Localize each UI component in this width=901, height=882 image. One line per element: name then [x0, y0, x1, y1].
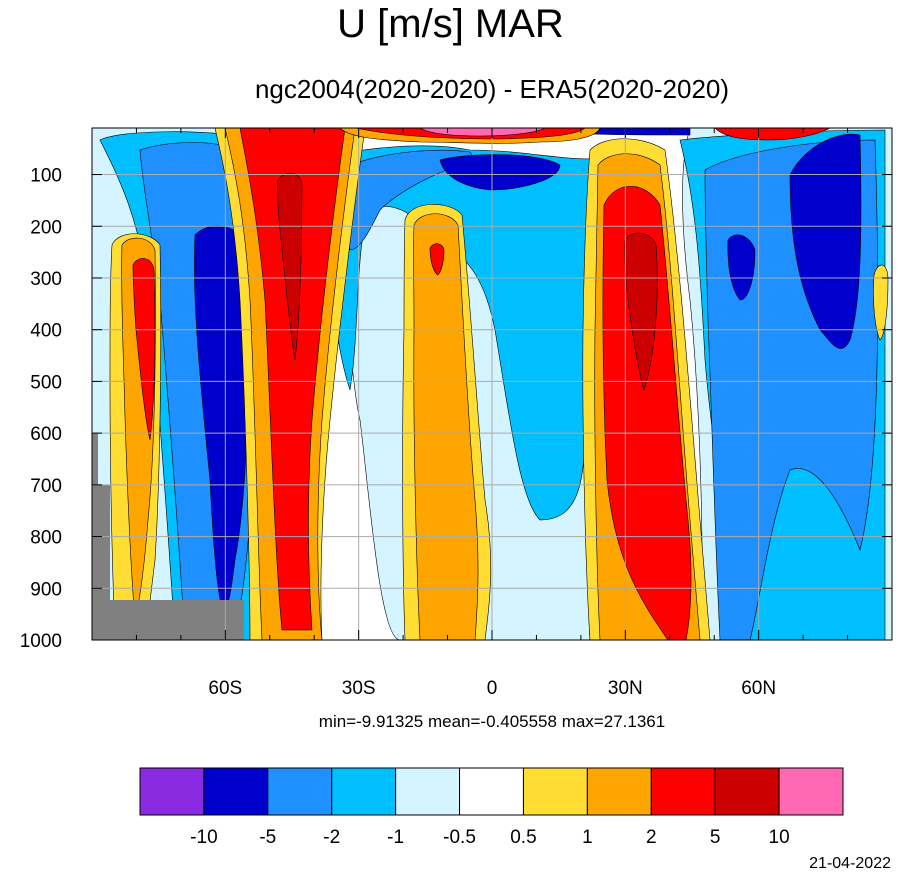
colorbar-swatch [267, 767, 333, 816]
colorbar-swatch [714, 767, 780, 816]
chart-subtitle: ngc2004(2020-2020) - ERA5(2020-2020) [254, 74, 730, 104]
colorbar: -10 -5 -2 -1 -0.5 0.5 1 2 5 10 [139, 767, 844, 848]
y-tick-label: 700 [30, 476, 62, 497]
contour-pos-trop-3 [429, 243, 445, 276]
y-tick-label: 100 [30, 166, 62, 187]
colorbar-label: -1 [387, 827, 404, 848]
colorbar-swatch [778, 767, 844, 816]
colorbar-swatch [650, 767, 716, 816]
stats-line: min=-9.91325 mean=-0.405558 max=27.1361 [318, 712, 666, 731]
colorbar-swatch [139, 767, 205, 816]
colorbar-label: 0.5 [510, 827, 536, 848]
contour-pos-sh-jet-4 [277, 172, 303, 361]
colorbar-label: 1 [582, 827, 593, 848]
x-tick-label: 60S [208, 678, 242, 699]
contour-neg-2-trop [319, 145, 611, 521]
y-tick-label: 600 [30, 424, 62, 445]
contour-neg-10-nh [789, 133, 862, 349]
contour-pos-nh-edge [873, 264, 889, 341]
y-tick-label: 900 [30, 579, 62, 600]
x-tick-label: 60N [741, 678, 776, 699]
contour-pos-nh-jet-4 [624, 232, 658, 391]
colorbar-label: -10 [190, 827, 217, 848]
masked-orography [92, 433, 244, 640]
colorbar-swatch [522, 767, 588, 816]
contour-pos-strat-nh [714, 128, 831, 141]
chart-title: U [m/s] MAR [337, 2, 564, 46]
y-tick-label: 1000 [20, 631, 62, 652]
colorbar-label: -5 [259, 827, 276, 848]
y-tick-label: 300 [30, 269, 62, 290]
x-tick-label: 30S [342, 678, 376, 699]
colorbar-label: -0.5 [443, 827, 476, 848]
colorbar-label: 10 [769, 827, 790, 848]
colorbar-label: 2 [646, 827, 657, 848]
date-stamp: 21-04-2022 [809, 855, 891, 872]
y-tick-label: 500 [30, 372, 62, 393]
colorbar-swatch [331, 767, 397, 816]
x-tick-label: 0 [487, 678, 498, 699]
x-axis: 60S 30S 0 30N 60N [135, 128, 849, 699]
gridlines [92, 128, 892, 640]
contour-pos-sh-jet-3 [239, 128, 346, 631]
colorbar-label: 5 [710, 827, 721, 848]
contour-neg-10-strat [589, 128, 691, 136]
y-tick-label: 400 [30, 321, 62, 342]
y-tick-label: 200 [30, 217, 62, 238]
colorbar-label: -2 [323, 827, 340, 848]
contour-pos-strat-3 [419, 128, 546, 137]
colorbar-swatch [203, 767, 269, 816]
colorbar-swatch [586, 767, 652, 816]
x-tick-label: 30N [608, 678, 643, 699]
contour-pos-sh-narrow-3 [132, 258, 156, 441]
colorbar-swatch [395, 767, 461, 816]
colorbar-swatch [459, 767, 524, 816]
y-tick-label: 800 [30, 528, 62, 549]
y-axis: 100 200 300 400 500 600 700 800 900 1000 [20, 166, 892, 652]
contour-neg-10-trop [439, 154, 561, 191]
